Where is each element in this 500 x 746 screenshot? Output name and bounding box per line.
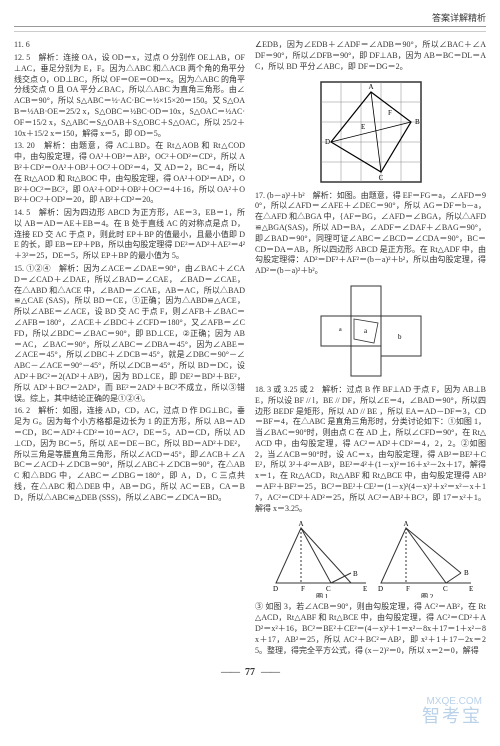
columns: 11. 6 12. 5 解析：连接 OA，设 OD＝x，过点 O 分别作 OE⊥… [14, 40, 486, 658]
svg-text:C: C [326, 585, 331, 593]
answer-17: 17. (b－a)²＋b² 解析：如图。由题意，得 EF＝FG＝a，∠AFD＝9… [255, 191, 486, 277]
answer-15: 15. ①②④ 解析：因为∠ACE＝∠DAE＝90°，由∠BAC＋∠CAD＝∠C… [14, 264, 245, 404]
answer-11: 11. 6 [14, 40, 245, 51]
svg-text:E: E [361, 123, 365, 131]
figure-triangles-pair: A D F C B E 图 1 A D F C B E 图 2 [266, 518, 476, 598]
page-number: 77 [14, 666, 486, 680]
header-title: 答案详解精析 [432, 13, 486, 23]
right-column: ∠EDB，因为∠EDB＋∠ADF＝∠ADB＝90°，所以∠BAC＋∠ADF＝90… [255, 40, 486, 658]
header-divider [14, 31, 486, 32]
answer-12: 12. 5 解析：连接 OA，设 OD＝x，过点 O 分别作 OE⊥AB，OF⊥… [14, 53, 245, 139]
svg-text:a: a [339, 327, 342, 333]
svg-text:E: E [469, 585, 473, 593]
page-header: 答案详解精析 [14, 12, 486, 27]
left-column: 11. 6 12. 5 解析：连接 OA，设 OD＝x，过点 O 分别作 OE⊥… [14, 40, 245, 658]
answer-14: 14. 5 解析：因为四边形 ABCD 为正方形，AE＝3，EB＝1，所以 AB… [14, 208, 245, 262]
svg-text:F: F [388, 109, 392, 117]
svg-text:图 2: 图 2 [421, 593, 434, 598]
svg-text:F: F [301, 585, 305, 593]
svg-text:A: A [368, 83, 373, 91]
answer-16: 16. 2 解析：如图，连接 AD，CD，AC，过点 D 作 DG⊥BC，垂足为… [14, 406, 245, 503]
svg-text:E: E [363, 585, 367, 593]
cont-text: ∠EDB，因为∠EDB＋∠ADF＝∠ADB＝90°，所以∠BAC＋∠ADF＝90… [255, 40, 486, 72]
figure-cross-squares: a b a [306, 281, 436, 381]
svg-text:图 1: 图 1 [316, 593, 329, 598]
figure-grid-square: A B C D E F [316, 77, 426, 187]
answer-18: 18. 3 或 3.25 或 2 解析：过点 B 作 BF⊥AD 于点 F，因为… [255, 385, 486, 515]
svg-text:F: F [406, 585, 410, 593]
svg-text:D: D [273, 585, 278, 593]
svg-text:A: A [403, 520, 408, 528]
svg-text:D: D [325, 138, 330, 146]
svg-text:C: C [443, 585, 448, 593]
svg-text:B: B [415, 118, 420, 126]
svg-text:D: D [378, 585, 383, 593]
svg-text:b: b [398, 333, 402, 341]
svg-text:B: B [464, 569, 469, 577]
svg-text:a: a [364, 327, 368, 335]
answer-18b: ③ 如图 3，若∠ACB＝90°，则由勾股定理，得 AC²＝AB²，在 Rt△A… [255, 602, 486, 656]
svg-text:A: A [298, 520, 303, 528]
watermark-brand: 智考宝 [422, 704, 482, 728]
svg-text:B: B [353, 570, 358, 578]
svg-text:C: C [378, 174, 383, 182]
answer-13: 13. 20 解析：由题意，得 AC⊥BD。在 Rt△AOB 和 Rt△COD … [14, 141, 245, 206]
